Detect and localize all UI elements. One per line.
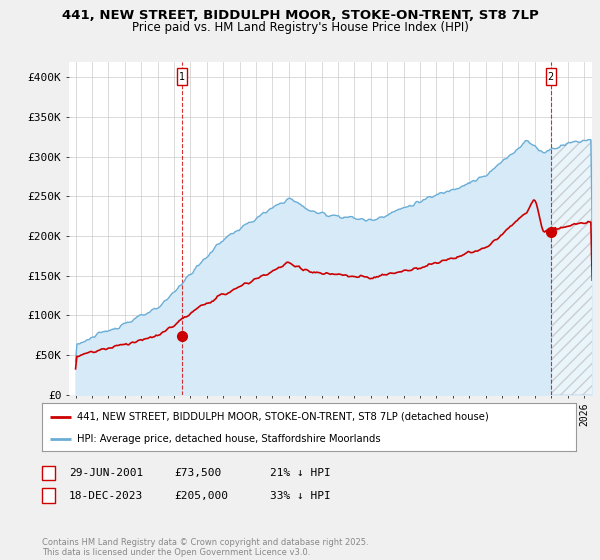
Text: 2: 2 (548, 72, 554, 82)
Text: £73,500: £73,500 (174, 468, 221, 478)
Text: 1: 1 (179, 72, 185, 82)
FancyBboxPatch shape (177, 68, 187, 86)
Text: £205,000: £205,000 (174, 491, 228, 501)
Text: 18-DEC-2023: 18-DEC-2023 (69, 491, 143, 501)
Text: 441, NEW STREET, BIDDULPH MOOR, STOKE-ON-TRENT, ST8 7LP (detached house): 441, NEW STREET, BIDDULPH MOOR, STOKE-ON… (77, 412, 488, 422)
Text: 29-JUN-2001: 29-JUN-2001 (69, 468, 143, 478)
FancyBboxPatch shape (546, 68, 556, 86)
Text: 441, NEW STREET, BIDDULPH MOOR, STOKE-ON-TRENT, ST8 7LP: 441, NEW STREET, BIDDULPH MOOR, STOKE-ON… (62, 9, 538, 22)
Text: Price paid vs. HM Land Registry's House Price Index (HPI): Price paid vs. HM Land Registry's House … (131, 21, 469, 34)
Text: 1: 1 (45, 468, 52, 478)
Text: HPI: Average price, detached house, Staffordshire Moorlands: HPI: Average price, detached house, Staf… (77, 434, 380, 444)
Text: Contains HM Land Registry data © Crown copyright and database right 2025.
This d: Contains HM Land Registry data © Crown c… (42, 538, 368, 557)
Text: 33% ↓ HPI: 33% ↓ HPI (270, 491, 331, 501)
Text: 2: 2 (45, 491, 52, 501)
Text: 21% ↓ HPI: 21% ↓ HPI (270, 468, 331, 478)
